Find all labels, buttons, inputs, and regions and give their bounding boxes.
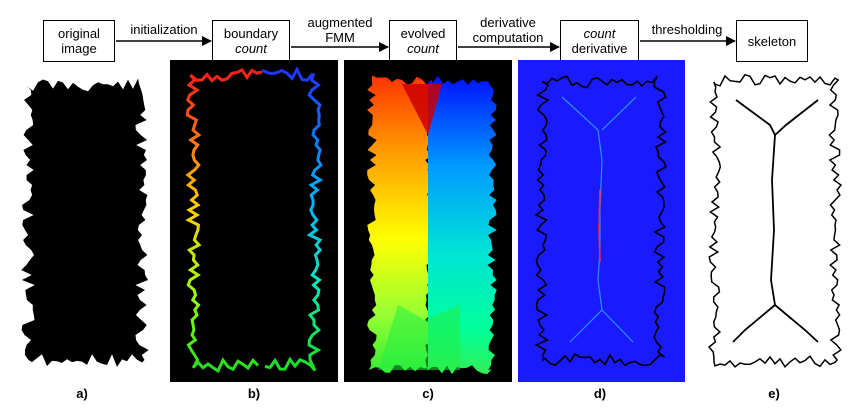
caption-a: a) bbox=[76, 386, 88, 401]
step-label-line2: count bbox=[407, 41, 439, 56]
edge-label-derivative-computation: derivative computation bbox=[458, 15, 558, 45]
step-label-line1: count bbox=[583, 26, 616, 41]
edge-label-text: thresholding bbox=[651, 22, 723, 37]
step-boundary-count: boundary count bbox=[212, 20, 290, 62]
step-label-line1: original bbox=[58, 26, 100, 41]
step-original-image: original image bbox=[43, 20, 115, 62]
edge-label-text: derivative bbox=[480, 15, 536, 30]
panel-b-background bbox=[170, 60, 338, 382]
caption-d: d) bbox=[593, 386, 607, 401]
step-label-line1: evolved bbox=[400, 26, 446, 41]
caption-e: e) bbox=[768, 386, 780, 401]
step-label-line2: derivative bbox=[571, 41, 628, 56]
boundary-count-left bbox=[185, 67, 263, 374]
evolved-count-field bbox=[367, 75, 497, 375]
derivative-ridges bbox=[561, 96, 637, 343]
original-shape bbox=[21, 78, 149, 367]
skeleton-lines bbox=[732, 99, 819, 343]
step-label-line2: count bbox=[235, 41, 267, 56]
step-label-line1: skeleton bbox=[747, 33, 797, 49]
skeleton-boundary bbox=[707, 73, 843, 368]
edge-label-text-2: computation bbox=[472, 30, 544, 45]
step-label-line2: image bbox=[61, 41, 97, 56]
step-evolved-count: evolved count bbox=[389, 20, 457, 62]
caption-c: c) bbox=[422, 386, 434, 401]
edge-label-initialization: initialization bbox=[118, 22, 210, 37]
edge-label-augmented-fmm: augmented FMM bbox=[293, 15, 387, 45]
edge-label-thresholding: thresholding bbox=[640, 22, 734, 37]
edge-label-text-2: FMM bbox=[325, 30, 355, 45]
step-label-line1: boundary bbox=[223, 26, 279, 41]
caption-b: b) bbox=[247, 386, 261, 401]
edge-label-text: initialization bbox=[130, 22, 198, 37]
step-skeleton: skeleton bbox=[736, 20, 808, 62]
boundary-count-right bbox=[261, 66, 324, 372]
step-count-derivative: count derivative bbox=[560, 20, 639, 62]
edge-label-text: augmented bbox=[307, 15, 373, 30]
derivative-boundary bbox=[534, 75, 667, 367]
